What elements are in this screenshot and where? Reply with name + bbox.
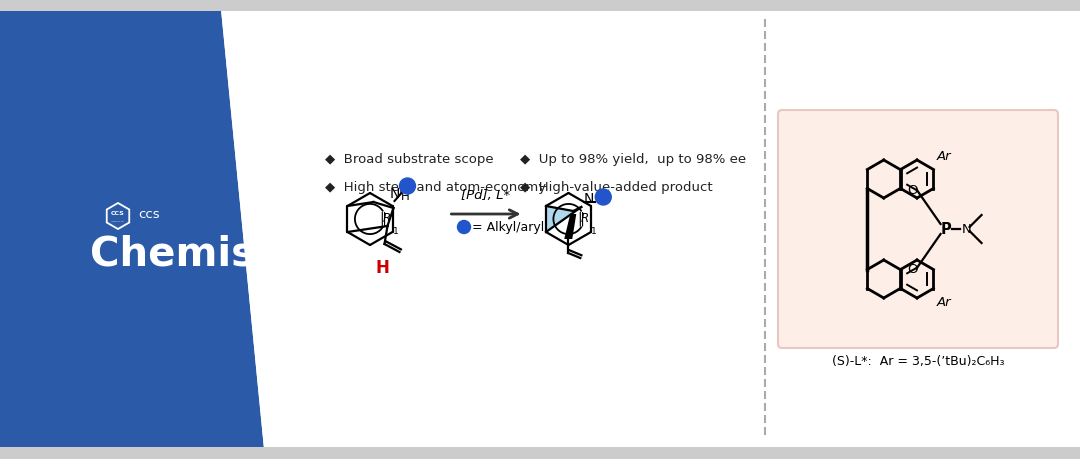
Text: Chemistry: Chemistry	[90, 235, 321, 274]
Bar	[0, 447, 1080, 459]
Text: N: N	[583, 191, 594, 206]
Text: 1: 1	[591, 226, 597, 235]
Text: O: O	[907, 263, 918, 275]
Text: ‖: ‖	[379, 211, 386, 226]
Text: N: N	[961, 223, 971, 236]
Text: H: H	[401, 190, 409, 202]
Text: R: R	[382, 212, 391, 225]
Text: ◆  Up to 98% yield,  up to 98% ee: ◆ Up to 98% yield, up to 98% ee	[519, 153, 746, 166]
Polygon shape	[220, 0, 295, 459]
Text: H: H	[376, 258, 390, 276]
Text: R: R	[581, 212, 589, 225]
Bar	[0, 0, 1080, 12]
Text: CCS: CCS	[111, 211, 125, 216]
Text: (S)-L*:  Ar = 3,5-(’tBu)₂C₆H₃: (S)-L*: Ar = 3,5-(’tBu)₂C₆H₃	[832, 354, 1004, 367]
Text: ◆  High-value-added product: ◆ High-value-added product	[519, 181, 713, 194]
Text: ◆  High step- and atom-economy: ◆ High step- and atom-economy	[325, 181, 546, 194]
Circle shape	[595, 190, 611, 206]
Text: P: P	[941, 222, 950, 237]
Polygon shape	[0, 0, 265, 459]
Text: N: N	[389, 187, 400, 201]
Text: = Alkyl/aryl: = Alkyl/aryl	[472, 221, 544, 234]
Text: ◆  Broad substrate scope: ◆ Broad substrate scope	[325, 153, 494, 166]
Polygon shape	[564, 214, 577, 240]
Text: Ar: Ar	[936, 296, 951, 309]
Circle shape	[400, 179, 416, 195]
FancyBboxPatch shape	[778, 111, 1058, 348]
Text: Ar: Ar	[936, 150, 951, 163]
Text: ————: ————	[111, 218, 125, 223]
Circle shape	[458, 221, 471, 234]
Text: ‖: ‖	[578, 211, 584, 226]
Text: [Pd], L*: [Pd], L*	[461, 189, 511, 202]
Text: 1: 1	[392, 226, 399, 235]
Polygon shape	[546, 207, 581, 233]
Text: ccs: ccs	[138, 208, 160, 221]
Text: O: O	[907, 184, 918, 196]
